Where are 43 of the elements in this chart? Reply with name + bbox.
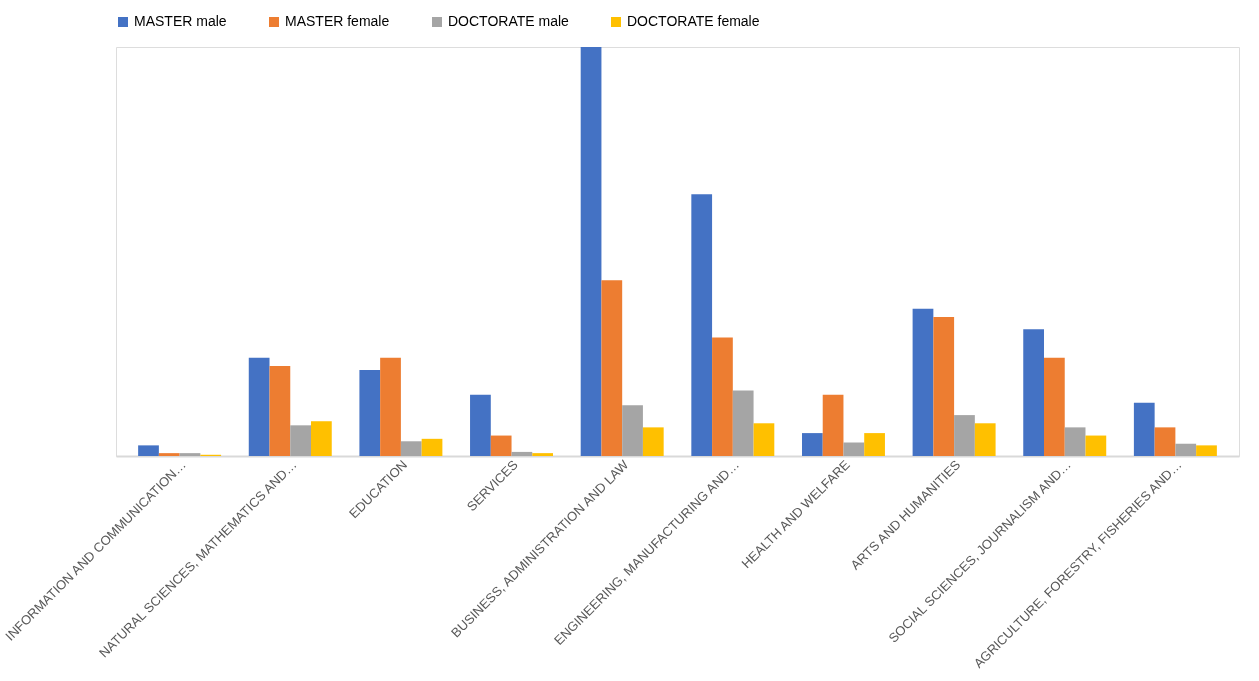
- bar: [1064, 427, 1086, 456]
- bar: [311, 421, 332, 456]
- bar: [248, 357, 270, 456]
- bar: [511, 451, 533, 456]
- bar: [470, 394, 491, 456]
- bar: [380, 357, 401, 456]
- bar: [1085, 435, 1107, 456]
- bar: [732, 390, 754, 456]
- bar: [954, 415, 975, 456]
- legend-label: MASTER female: [285, 13, 390, 29]
- bar: [1023, 329, 1044, 456]
- bar: [1175, 443, 1197, 456]
- legend-label: MASTER male: [134, 13, 227, 29]
- bar: [1196, 445, 1217, 456]
- bar: [601, 280, 623, 456]
- bar: [359, 370, 381, 456]
- bar: [400, 441, 422, 456]
- bar: [712, 337, 733, 456]
- bar: [974, 423, 996, 456]
- bar: [158, 453, 180, 456]
- bar: [179, 453, 201, 456]
- bar: [1133, 402, 1155, 456]
- bar: [490, 435, 512, 456]
- bar: [269, 366, 291, 456]
- bar: [912, 308, 934, 456]
- bar: [801, 433, 823, 456]
- bar: [691, 194, 713, 456]
- bar: [843, 442, 865, 456]
- bar: [290, 425, 311, 456]
- bar: [1044, 357, 1065, 456]
- bar: [421, 438, 443, 456]
- bar: [1154, 427, 1176, 456]
- bar: [933, 316, 955, 456]
- bar: [622, 405, 643, 456]
- bar: [642, 427, 664, 456]
- bar: [532, 453, 554, 456]
- bar: [822, 394, 844, 456]
- bar: [138, 445, 159, 456]
- legend-label: DOCTORATE male: [448, 13, 570, 29]
- legend-label: DOCTORATE female: [627, 13, 760, 29]
- bar: [753, 423, 775, 456]
- bar: [864, 433, 885, 456]
- bar: [580, 47, 602, 456]
